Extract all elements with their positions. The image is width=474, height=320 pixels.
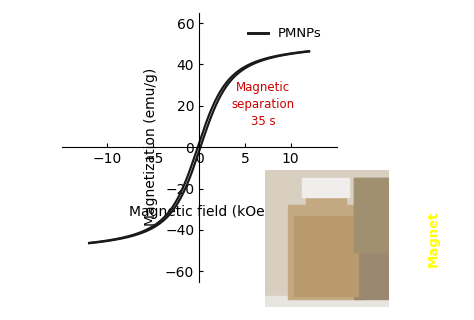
Bar [306,194,346,208]
Bar [265,296,389,307]
Y-axis label: Magnetization (emu/g): Magnetization (emu/g) [144,68,158,226]
Text: Magnetic
separation
35 s: Magnetic separation 35 s [232,81,295,128]
Bar [354,178,389,252]
Bar [302,178,349,197]
Legend: PMNPs: PMNPs [243,22,327,46]
X-axis label: Magnetic field (kOe): Magnetic field (kOe) [128,205,270,219]
Bar [288,205,364,299]
Bar [354,178,389,299]
Text: Magnet: Magnet [427,210,440,267]
Bar [294,216,358,296]
